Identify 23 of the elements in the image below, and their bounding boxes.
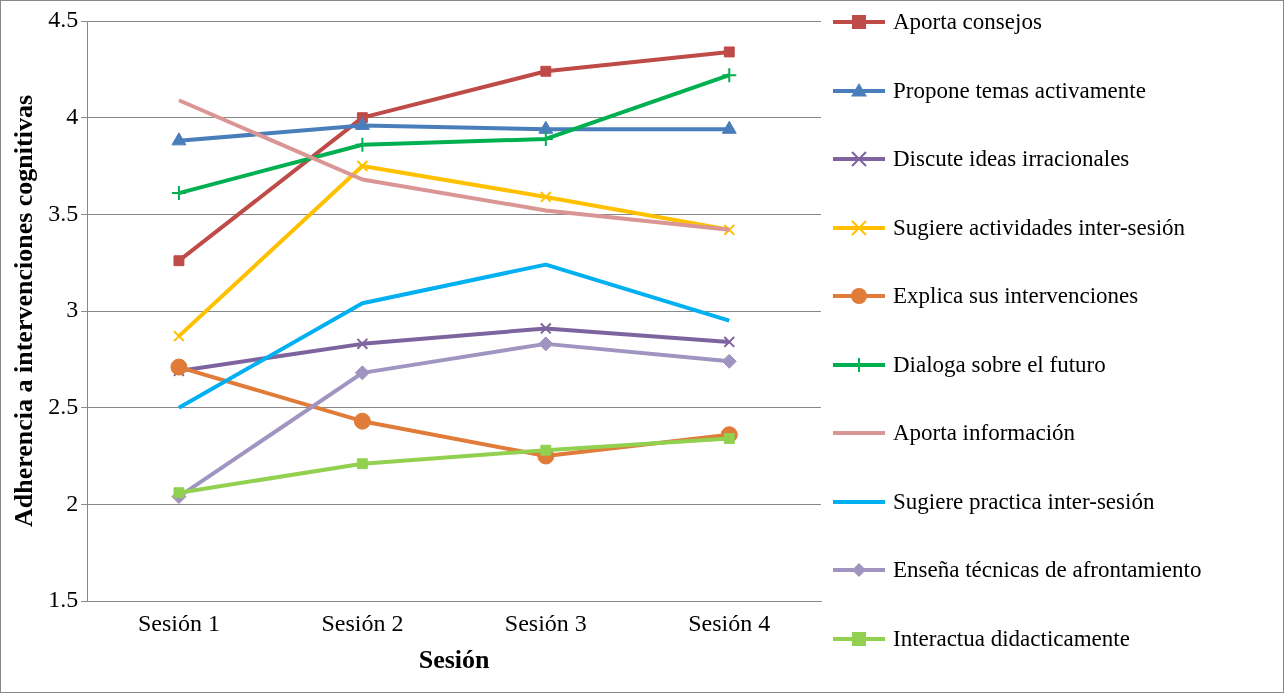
legend-label: Propone temas activamente: [893, 77, 1146, 104]
x-tick-label: Sesión 2: [321, 609, 404, 636]
legend-label: Interactua didacticamente: [893, 625, 1130, 652]
y-tick-label: 1.5: [48, 586, 79, 613]
y-tick-label: 4: [66, 102, 79, 129]
legend-label: Aporta información: [893, 420, 1076, 446]
y-tick-label: 4.5: [48, 6, 79, 33]
y-tick-label: 3.5: [48, 199, 79, 226]
legend-label: Dialoga sobre el futuro: [893, 351, 1106, 378]
x-tick-label: Sesión 1: [137, 609, 220, 636]
x-tick-label: Sesión 3: [504, 609, 587, 636]
legend-label: Aporta consejos: [893, 9, 1042, 35]
legend-label: Sugiere actividades inter-sesión: [893, 214, 1186, 241]
legend-label: Discute ideas irracionales: [893, 146, 1130, 172]
y-axis-title: Adherencia a intervenciones cognitivas: [9, 94, 39, 528]
y-tick-label: 2: [66, 489, 79, 516]
y-tick-label: 2.5: [48, 392, 79, 419]
legend-label: Sugiere practica inter-sesión: [893, 488, 1155, 515]
y-tick-label: 3: [66, 296, 79, 323]
x-tick-label: Sesión 4: [688, 609, 771, 636]
x-axis-title: Sesión: [418, 645, 491, 675]
legend-label: Explica sus intervenciones: [893, 283, 1139, 309]
legend-label: Enseña técnicas de afrontamiento: [893, 557, 1202, 583]
